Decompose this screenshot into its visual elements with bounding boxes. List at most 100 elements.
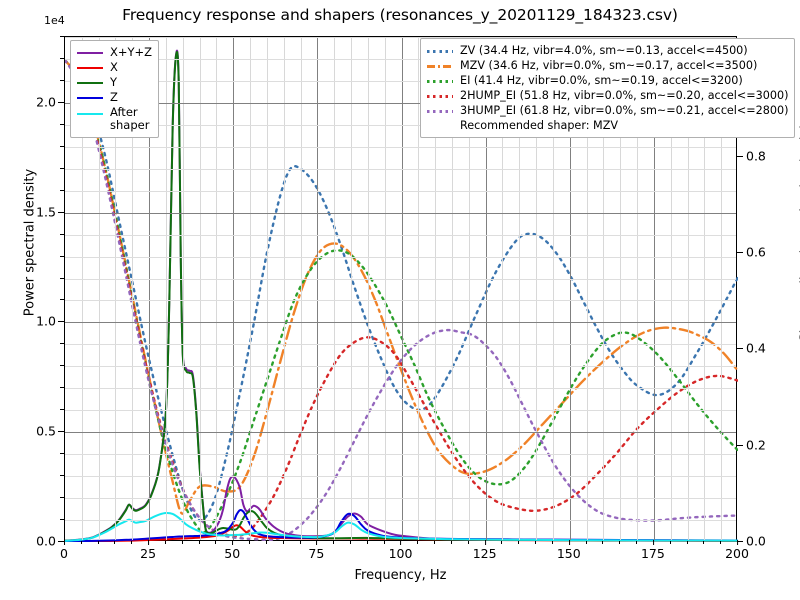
y-left-tick-mark-minor [60,57,64,59]
y-left-tick-mark-minor [60,167,64,169]
x-tick-mark-minor [366,541,368,544]
x-tick-label: 125 [473,540,497,561]
gridline-vertical [653,37,655,540]
legend-swatch [427,44,453,57]
gridline-vertical [401,37,403,540]
y-left-tick-mark-minor [60,343,64,345]
gridline-vertical [250,37,252,540]
gridline-vertical [435,37,437,540]
legend-swatch [77,46,103,59]
gridline-horizontal [65,58,736,60]
x-tick-mark-minor [450,541,452,544]
y-left-tick-mark [58,431,64,433]
x-tick-mark-minor [434,541,436,544]
gridline-vertical [283,37,285,540]
legend-label: 3HUMP_EI (61.8 Hz, vibr=0.0%, sm~=0.21, … [460,104,789,117]
gridline-horizontal [65,300,736,302]
legend-item-3hump-ei[interactable]: 3HUMP_EI (61.8 Hz, vibr=0.0%, sm~=0.21, … [427,103,788,118]
legend-label: EI (41.4 Hz, vibr=0.0%, sm~=0.19, accel<… [460,74,743,87]
gridline-vertical [182,37,184,540]
gridline-horizontal [65,80,736,82]
legend-item-mzv[interactable]: MZV (34.6 Hz, vibr=0.0%, sm~=0.17, accel… [427,58,788,73]
x-tick-mark-minor [669,541,671,544]
gridline-vertical [132,37,134,540]
y-right-tick-mark [737,348,743,350]
legend-swatch [77,107,103,120]
legend-swatch [427,104,453,117]
legend-swatch [427,89,453,102]
gridline-vertical [98,37,100,540]
x-tick-mark-minor [249,541,251,544]
gridline-vertical [266,37,268,540]
recommended-shaper-note: Recommended shaper: MZV [427,118,788,133]
gridline-vertical [485,37,487,540]
x-axis-label: Frequency, Hz [354,568,447,583]
legend-item-2hump-ei[interactable]: 2HUMP_EI (51.8 Hz, vibr=0.0%, sm~=0.20, … [427,88,788,103]
legend-item-ei[interactable]: EI (41.4 Hz, vibr=0.0%, sm~=0.19, accel<… [427,73,788,88]
x-tick-mark-minor [114,541,116,544]
gridline-vertical [115,37,117,540]
series-line-3hump-ei [65,59,738,542]
legend-item-x[interactable]: X [77,60,152,75]
gridline-horizontal [65,146,736,148]
x-tick-mark [484,540,486,545]
gridline-vertical [317,37,319,540]
legend-label-line2: shaper [110,118,150,132]
x-tick-label: 175 [641,540,665,561]
gridline-vertical [165,37,167,540]
y-left-tick-mark-minor [60,189,64,191]
y-left-tick-mark-minor [60,453,64,455]
y-right-tick-mark [737,541,743,542]
y-axis-left-label: Power spectral density [22,168,38,317]
gridline-horizontal [65,212,736,214]
psd-legend[interactable]: X+Y+Z X Y Z After shaper [70,40,160,138]
y-right-tick-label: 0.6 [746,244,766,260]
x-tick-mark-minor [535,541,537,544]
gridline-horizontal [65,498,736,500]
gridline-vertical [300,37,302,540]
chart-title: Frequency response and shapers (resonanc… [122,6,678,24]
legend-label: X [110,60,118,74]
y-left-tick-mark-minor [60,233,64,235]
y-left-tick-mark [58,541,64,542]
x-tick-mark [148,540,150,545]
x-tick-label: 50 [224,540,240,561]
x-tick-mark-minor [501,541,503,544]
gridline-horizontal [65,520,736,522]
x-tick-mark-minor [198,541,200,544]
y-left-tick-mark [58,321,64,323]
shaper-legend[interactable]: ZV (34.4 Hz, vibr=4.0%, sm~=0.13, accel<… [420,38,796,138]
gridline-vertical [451,37,453,540]
legend-swatch [427,74,453,87]
legend-swatch [427,59,453,72]
legend-item-y[interactable]: Y [77,75,152,90]
x-tick-label: 25 [140,540,156,561]
legend-item-z[interactable]: Z [77,90,152,105]
legend-item-x-y-z[interactable]: X+Y+Z [77,45,152,60]
legend-item-zv[interactable]: ZV (34.4 Hz, vibr=4.0%, sm~=0.13, accel<… [427,43,788,58]
x-tick-mark-minor [686,541,688,544]
gridline-vertical [351,37,353,540]
x-tick-mark-minor [299,541,301,544]
x-tick-mark-minor [80,541,82,544]
x-tick-label: 150 [557,540,581,561]
x-tick-mark-minor [619,541,621,544]
y-axis-offset-label: 1e4 [44,14,65,27]
x-tick-mark [568,540,570,545]
y-right-tick-mark [737,444,743,446]
x-tick-mark-minor [720,541,722,544]
y-left-tick-mark [58,211,64,213]
gridline-vertical [367,37,369,540]
legend-label: X+Y+Z [110,45,153,59]
legend-label: MZV (34.6 Hz, vibr=0.0%, sm~=0.17, accel… [460,59,758,72]
gridline-horizontal [65,234,736,236]
x-tick-mark-minor [551,541,553,544]
gridline-vertical [603,37,605,540]
gridline-vertical [552,37,554,540]
gridline-vertical [81,37,83,540]
legend-item-after-shaper[interactable]: After shaper [77,105,152,133]
gridline-horizontal [65,388,736,390]
gridline-horizontal [65,190,736,192]
legend-label: Z [110,90,118,104]
